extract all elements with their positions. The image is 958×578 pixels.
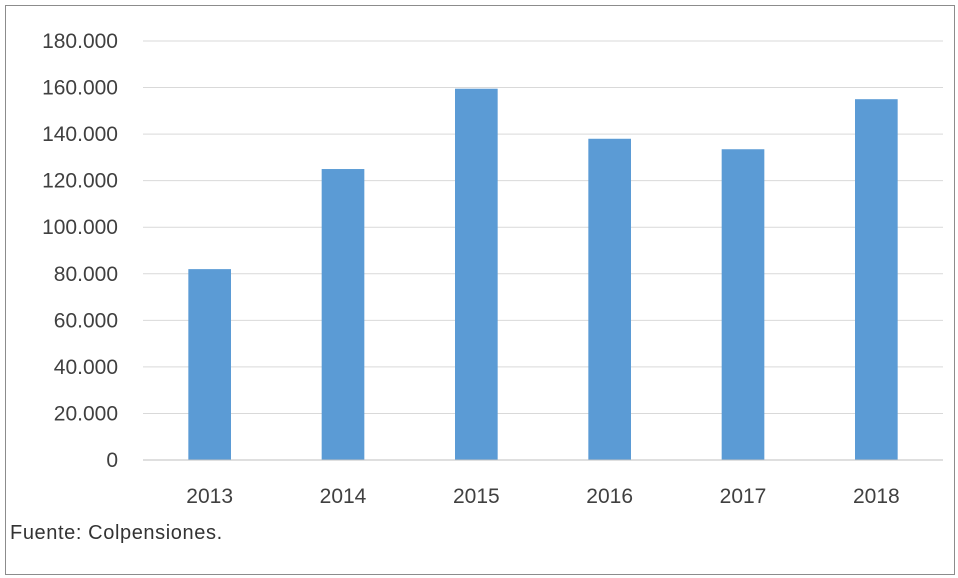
bar-chart: 0 20.000 40.000 60.000 80.000 100.000 120.000 1…: [42, 30, 943, 508]
y-tick-label: 0: [106, 449, 118, 472]
y-tick-label: 40.000: [54, 356, 118, 379]
chart-frame: 0 20.000 40.000 60.000 80.000 100.000 120.000 1…: [5, 5, 955, 575]
y-axis-tick-labels: 0 20.000 40.000 60.000 80.000 100.000 120.000 1…: [42, 30, 118, 472]
x-tick-label: 2018: [853, 485, 900, 508]
x-tick-label: 2014: [320, 485, 367, 508]
y-tick-label: 100.000: [42, 216, 118, 239]
x-tick-label: 2013: [186, 485, 233, 508]
bar-2015: [455, 88, 498, 460]
bar-2017: [721, 149, 765, 460]
x-tick-label: 2015: [453, 485, 500, 508]
bar-2016: [588, 138, 631, 460]
gridlines: [143, 40, 943, 414]
y-tick-label: 160.000: [42, 77, 118, 100]
y-tick-label: 180.000: [42, 30, 118, 53]
y-tick-label: 60.000: [54, 309, 118, 332]
x-tick-label: 2017: [720, 485, 767, 508]
bar-2013: [188, 269, 231, 460]
y-tick-label: 140.000: [42, 123, 118, 146]
bar-2014: [321, 169, 365, 460]
x-axis-tick-labels: 2013 2014 2015 2016 2017 2018: [186, 485, 899, 508]
y-tick-label: 80.000: [54, 263, 118, 286]
y-tick-label: 20.000: [54, 402, 118, 425]
source-note: Fuente: Colpensiones.: [10, 522, 223, 544]
bar-2018: [855, 99, 898, 460]
x-tick-label: 2016: [586, 485, 633, 508]
y-tick-label: 120.000: [42, 170, 118, 193]
bars: [188, 88, 898, 460]
